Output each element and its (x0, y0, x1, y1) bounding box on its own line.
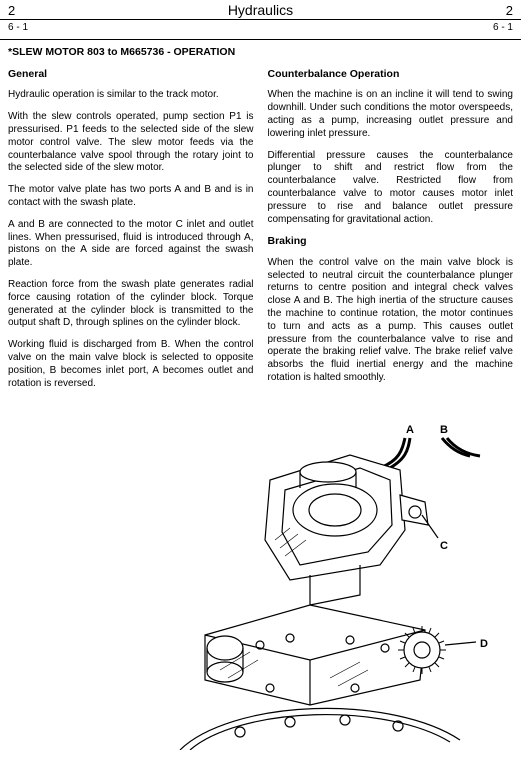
right-column: Counterbalance Operation When the machin… (268, 68, 514, 399)
page-number-left: 2 (8, 3, 15, 18)
document-title: *SLEW MOTOR 803 to M665736 - OPERATION (8, 46, 513, 58)
slew-motor-diagram: A B C D (150, 420, 510, 750)
header-title: Hydraulics (228, 2, 293, 18)
paragraph: When the machine is on an incline it wil… (268, 89, 514, 140)
diagram-svg (150, 420, 510, 750)
left-column: General Hydraulic operation is similar t… (8, 68, 254, 399)
paragraph: Reaction force from the swash plate gene… (8, 279, 254, 330)
counterbalance-heading: Counterbalance Operation (268, 68, 514, 81)
paragraph: The motor valve plate has two ports A an… (8, 184, 254, 210)
page-subheader: 6 - 1 6 - 1 (0, 20, 521, 40)
two-column-layout: General Hydraulic operation is similar t… (8, 68, 513, 399)
paragraph: With the slew controls operated, pump se… (8, 111, 254, 175)
callout-b: B (440, 424, 448, 436)
page-header: 2 Hydraulics 2 (0, 0, 521, 20)
callout-c: C (440, 540, 448, 552)
callout-a: A (406, 424, 414, 436)
page-number-right: 2 (506, 3, 513, 18)
content-area: *SLEW MOTOR 803 to M665736 - OPERATION G… (0, 46, 521, 399)
subheader-right: 6 - 1 (493, 22, 513, 33)
paragraph: When the control valve on the main valve… (268, 257, 514, 385)
paragraph: Working fluid is discharged from B. When… (8, 339, 254, 390)
paragraph: Differential pressure causes the counter… (268, 150, 514, 227)
general-heading: General (8, 68, 254, 81)
callout-d: D (480, 638, 488, 650)
paragraph: Hydraulic operation is similar to the tr… (8, 89, 254, 102)
subheader-left: 6 - 1 (8, 22, 28, 33)
braking-heading: Braking (268, 235, 514, 248)
paragraph: A and B are connected to the motor C inl… (8, 219, 254, 270)
